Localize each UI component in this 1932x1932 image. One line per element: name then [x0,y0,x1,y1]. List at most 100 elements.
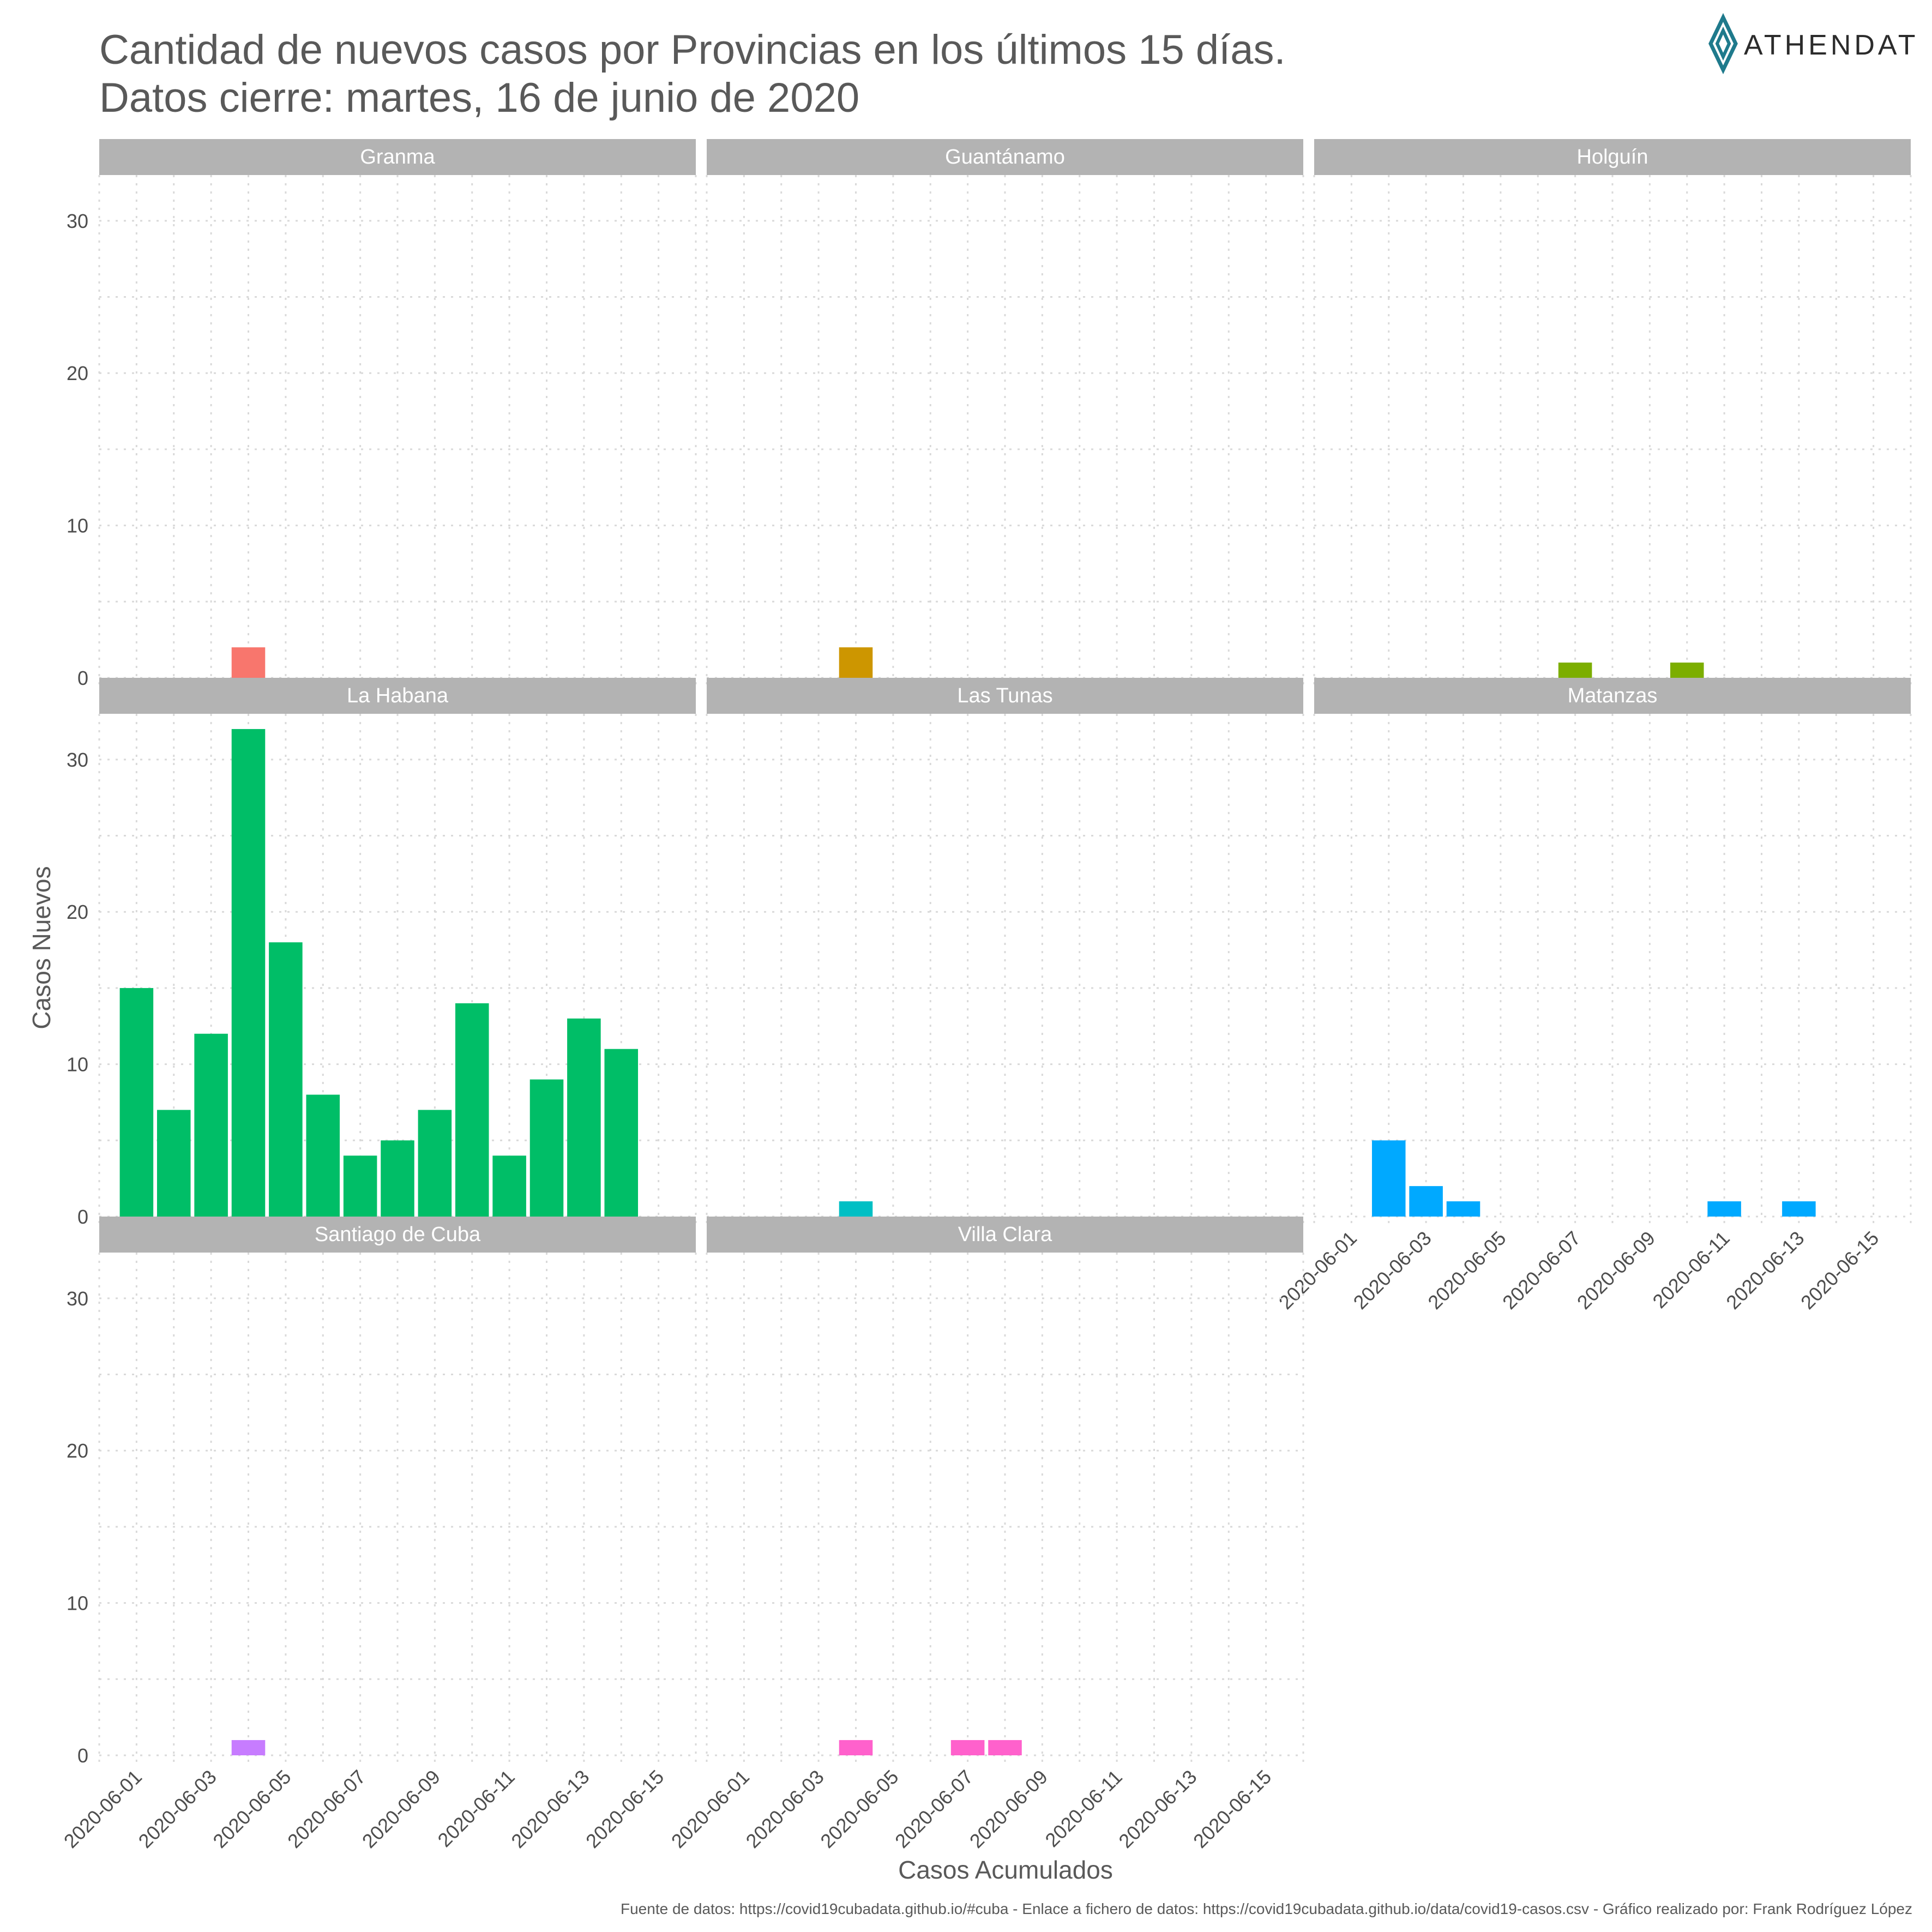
gridlines [98,175,697,684]
bar [119,988,154,1217]
y-tick-label: 10 [67,515,88,537]
x-tick-label: 2020-06-03 [742,1766,828,1852]
diamond-logo-icon [1708,13,1738,75]
facet-panels: Granma 0 10 20 30 Guantánamo Holguín La Habana 0… [59,139,1912,1852]
bar [604,1049,639,1217]
bar [418,1110,452,1217]
facet-strip [99,678,696,714]
x-tick-label: 2020-06-05 [208,1766,295,1852]
gridlines [706,175,1304,684]
facet-title: Santiago de Cuba [315,1223,481,1246]
chart-title-line-1: Cantidad de nuevos casos por Provincias … [99,27,1286,73]
bar [1558,663,1592,678]
y-tick-label: 0 [77,1744,88,1767]
bar [988,1740,1022,1755]
gridlines [98,1253,697,1762]
bar [492,1155,526,1217]
x-tick-label: 2020-06-05 [816,1766,902,1852]
x-tick-label: 2020-06-03 [1349,1227,1436,1314]
x-tick-label: 2020-06-05 [1423,1227,1510,1314]
facet-title: La Habana [347,684,449,707]
facet-panel: Villa Clara2020-06-012020-06-032020-06-0… [667,1217,1304,1852]
bar [839,1740,873,1755]
bar [455,1003,489,1217]
x-tick-label: 2020-06-07 [283,1766,370,1852]
bar [157,1110,191,1217]
chart-title-line-2: Datos cierre: martes, 16 de junio de 202… [99,75,859,121]
bar [343,1155,377,1217]
x-tick-label: 2020-06-11 [1648,1227,1734,1313]
gridlines [706,1253,1304,1762]
facet-title: Matanzas [1568,684,1658,707]
y-tick-label: 10 [67,1054,88,1076]
bar [839,1201,873,1217]
x-tick-label: 2020-06-15 [1796,1227,1883,1314]
facet-panel: Granma 0 10 20 30 [67,139,697,689]
x-tick-label: 2020-06-13 [1114,1766,1201,1852]
facet-title: Granma [360,146,435,168]
bar [1670,663,1704,678]
bar [1707,1201,1741,1217]
y-tick-label: 30 [67,749,88,771]
bar [950,1740,985,1755]
y-tick-label: 20 [67,901,88,923]
x-tick-label: 2020-06-01 [59,1766,146,1852]
bar [231,1740,266,1755]
y-tick-label: 20 [67,1440,88,1462]
y-tick-label: 30 [67,210,88,232]
bar [529,1079,564,1217]
facet-panel: Las Tunas [706,678,1304,1223]
facet-strip [707,139,1303,175]
y-axis-title: Casos Nuevos [27,866,56,1029]
x-tick-label: 2020-06-09 [358,1766,444,1852]
x-tick-label: 2020-06-09 [1573,1227,1659,1314]
bar [1371,1140,1406,1217]
facet-title: Guantánamo [945,146,1065,168]
bar [839,647,873,678]
x-tick-label: 2020-06-15 [581,1766,668,1852]
logo-text: ATHENDAT [1744,29,1919,61]
facet-strip [707,678,1303,714]
facet-panel: Matanzas2020-06-012020-06-032020-06-0520… [1274,678,1912,1314]
bar [231,647,266,678]
y-tick-label: 0 [77,1206,88,1228]
bar [1409,1186,1443,1217]
x-tick-label: 2020-06-15 [1189,1766,1275,1852]
bar [231,729,266,1217]
x-tick-label: 2020-06-07 [890,1766,977,1852]
x-tick-label: 2020-06-11 [1040,1766,1126,1851]
bar [269,942,303,1217]
gridlines [1313,175,1912,684]
y-tick-label: 10 [67,1592,88,1615]
x-tick-label: 2020-06-13 [507,1766,593,1852]
gridlines [706,714,1304,1223]
facet-title: Las Tunas [957,684,1052,707]
brand-logo: ATHENDAT [1708,13,1919,75]
bar [194,1033,228,1217]
facet-strip [99,1217,696,1253]
source-caption: Fuente de datos: https://covid19cubadata… [621,1900,1912,1917]
y-tick-label: 20 [67,362,88,384]
bar [381,1140,414,1217]
facet-panel: Guantánamo [706,139,1304,684]
facet-strip [1314,139,1911,175]
facet-strip [1314,678,1911,714]
bar [306,1094,340,1217]
facet-title: Villa Clara [958,1223,1052,1246]
y-tick-label: 30 [67,1287,88,1310]
facet-panel: La Habana 0 10 20 30 [67,678,697,1228]
facet-strip [99,139,696,175]
facet-panel: Holguín [1313,139,1912,684]
x-tick-label: 2020-06-11 [433,1766,519,1851]
y-tick-label: 0 [77,667,88,689]
facet-title: Holguín [1577,146,1648,168]
bar [1782,1201,1816,1217]
x-axis-title: Casos Acumulados [898,1856,1113,1884]
x-tick-label: 2020-06-09 [965,1766,1052,1852]
facet-panel: Santiago de Cuba01020302020-06-012020-06… [59,1217,697,1852]
x-tick-label: 2020-06-03 [134,1766,221,1852]
x-tick-label: 2020-06-07 [1498,1227,1585,1314]
bar [1446,1201,1480,1217]
facet-strip [707,1217,1303,1253]
